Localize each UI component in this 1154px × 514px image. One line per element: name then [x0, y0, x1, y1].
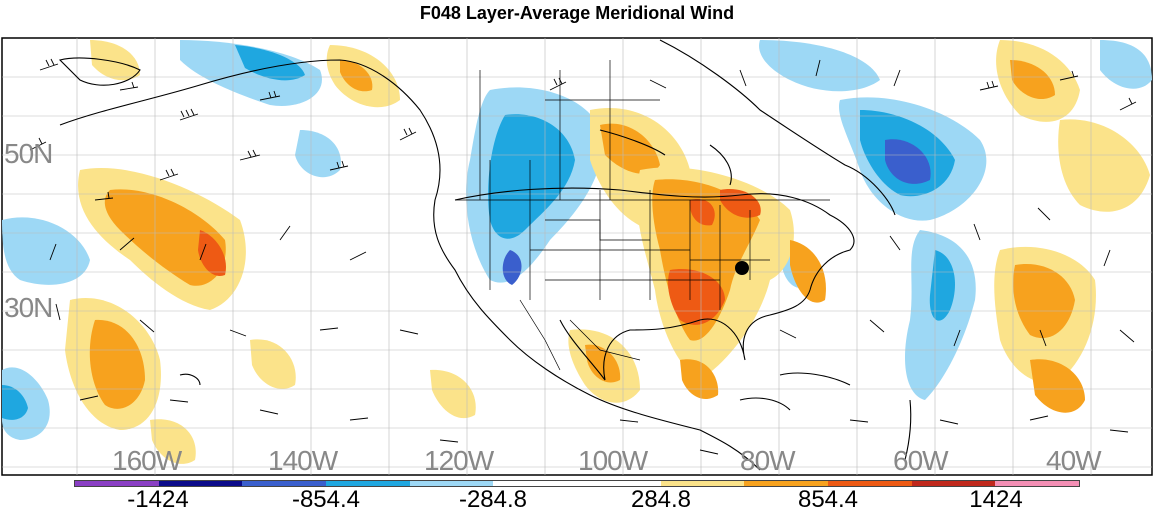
lon-label-100w: 100W	[578, 445, 648, 476]
coastlines	[58, 39, 912, 471]
lon-label-60w: 60W	[893, 445, 949, 476]
lat-label-30n: 30N	[4, 292, 53, 323]
colorbar-label: 1424	[969, 486, 1023, 513]
wind-map	[1, 37, 1153, 476]
political-borders	[455, 60, 830, 371]
colorbar-label: 284.8	[630, 486, 692, 513]
colorbar-swatch	[326, 481, 410, 486]
colorbar-swatch	[493, 481, 578, 486]
lon-label-80w: 80W	[740, 445, 796, 476]
colorbar-swatch	[995, 481, 1080, 486]
colorbar-swatch	[158, 481, 243, 486]
lon-label-160w: 160W	[112, 445, 182, 476]
wind-barbs	[29, 58, 1137, 455]
colorbar-label: 854.4	[797, 486, 859, 513]
colorbar-swatch	[911, 481, 996, 486]
colorbar-label: -854.4	[291, 486, 361, 513]
colorbar-swatch	[744, 481, 829, 486]
colorbar-swatch	[75, 481, 159, 486]
colorbar-swatch	[242, 481, 327, 486]
colorbar-label: -1424	[127, 486, 189, 513]
map-title: F048 Layer-Average Meridional Wind	[419, 3, 735, 23]
colorbar-swatch	[409, 481, 494, 486]
colorbar-label: -284.8	[458, 486, 528, 513]
lon-label-140w: 140W	[268, 445, 338, 476]
colorbar	[74, 480, 1080, 487]
lon-label-120w: 120W	[424, 445, 494, 476]
graticule	[2, 38, 1152, 475]
colorbar-swatch	[660, 481, 745, 486]
lon-label-40w: 40W	[1046, 445, 1102, 476]
lat-label-50n: 50N	[4, 138, 53, 169]
colorbar-swatch	[828, 481, 912, 486]
location-marker	[735, 261, 749, 275]
colorbar-swatch	[577, 481, 661, 486]
